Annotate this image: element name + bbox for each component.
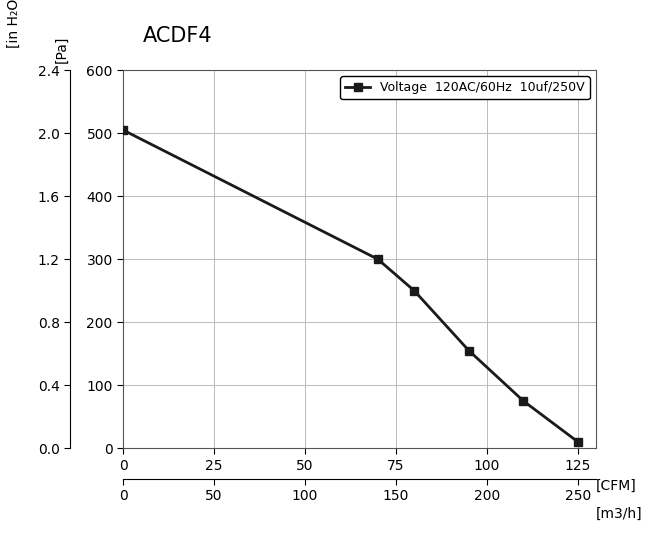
Legend: Voltage  120AC/60Hz  10uf/250V: Voltage 120AC/60Hz 10uf/250V <box>340 77 590 99</box>
Text: ACDF4: ACDF4 <box>143 26 212 46</box>
Text: [CFM]: [CFM] <box>596 478 637 492</box>
Text: [Pa]: [Pa] <box>54 35 69 63</box>
Text: [in H₂O]: [in H₂O] <box>7 0 21 48</box>
Text: [m3/h]: [m3/h] <box>596 507 643 521</box>
